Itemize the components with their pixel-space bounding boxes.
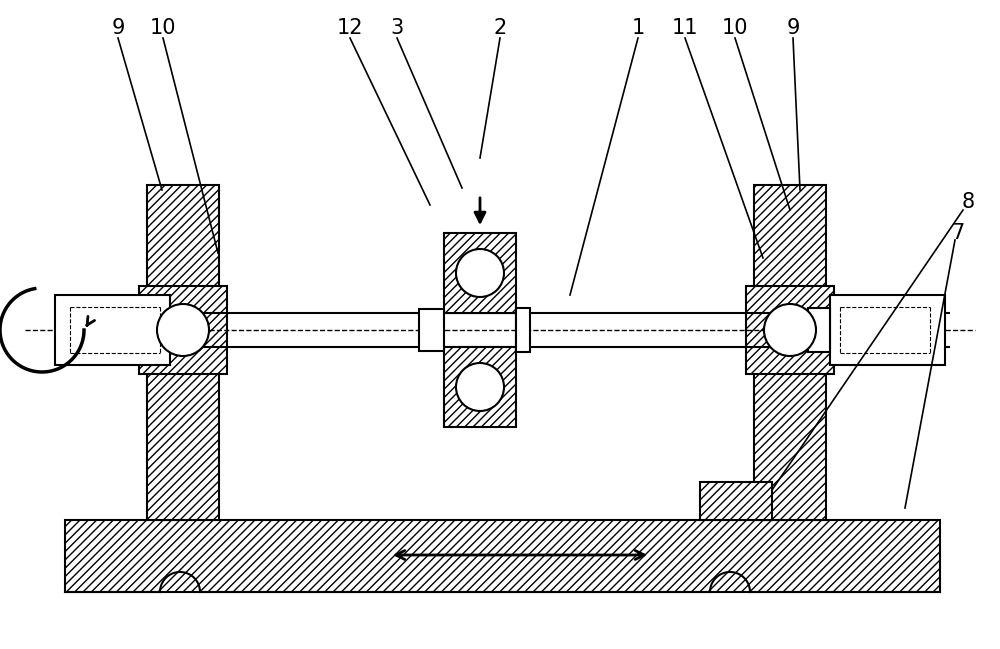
Circle shape (456, 363, 504, 411)
Text: 3: 3 (390, 18, 404, 38)
Bar (65, 520, 940, 592)
Text: 2: 2 (493, 18, 507, 38)
Bar (754, 185, 826, 520)
Bar (147, 185, 219, 520)
Bar (516, 308, 530, 352)
Bar (170, 308, 192, 352)
Bar (55, 295, 170, 365)
Circle shape (456, 249, 504, 297)
Text: 10: 10 (150, 18, 176, 38)
Bar (516, 309, 528, 351)
Bar (808, 308, 830, 352)
Text: 12: 12 (337, 18, 363, 38)
Bar (444, 347, 516, 427)
Circle shape (157, 304, 209, 356)
Text: 9: 9 (111, 18, 125, 38)
Bar (419, 309, 444, 351)
Text: 8: 8 (961, 192, 975, 212)
Text: 7: 7 (951, 223, 965, 243)
Bar (139, 286, 227, 374)
Text: 11: 11 (672, 18, 698, 38)
Bar (746, 286, 834, 374)
Text: 10: 10 (722, 18, 748, 38)
Circle shape (764, 304, 816, 356)
Text: 1: 1 (631, 18, 645, 38)
Text: 9: 9 (786, 18, 800, 38)
Bar (700, 482, 772, 520)
Bar (444, 233, 516, 313)
Bar (830, 295, 945, 365)
